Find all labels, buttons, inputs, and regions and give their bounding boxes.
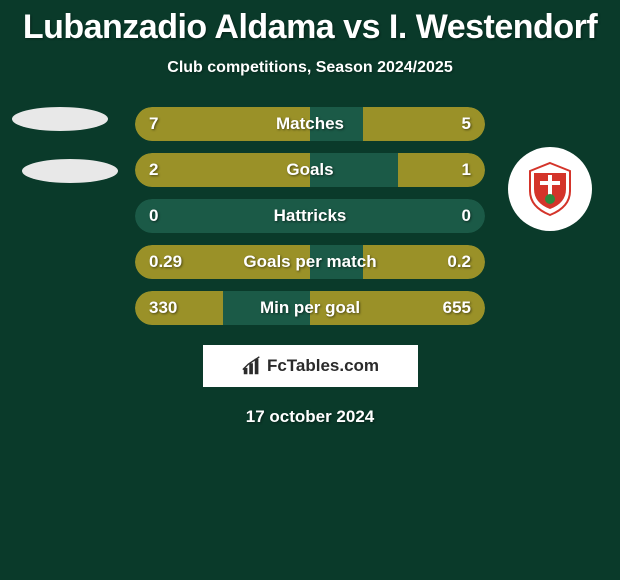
stat-value-right: 655 (443, 298, 471, 318)
stat-row: 0.29Goals per match0.2 (135, 245, 485, 279)
stat-value-right: 0.2 (447, 252, 471, 272)
fctables-logo: FcTables.com (203, 345, 418, 387)
stat-row: 330Min per goal655 (135, 291, 485, 325)
page-subtitle: Club competitions, Season 2024/2025 (0, 59, 620, 77)
stat-label: Matches (135, 114, 485, 134)
date-label: 17 october 2024 (135, 407, 485, 427)
stat-label: Goals per match (135, 252, 485, 272)
stat-label: Hattricks (135, 206, 485, 226)
comparison-chart: 7Matches5 2Goals1 0Hattricks0 0.29Goals per… (0, 107, 620, 427)
page-title: Lubanzadio Aldama vs I. Westendorf (0, 8, 620, 47)
stat-label: Min per goal (135, 298, 485, 318)
stat-row: 0Hattricks0 (135, 199, 485, 233)
stat-value-right: 0 (462, 206, 471, 226)
chart-icon (241, 355, 263, 377)
stat-label: Goals (135, 160, 485, 180)
stat-value-right: 5 (462, 114, 471, 134)
balzan-fc-logo-icon (520, 159, 580, 219)
player-left-badge-2 (22, 159, 118, 183)
fctables-logo-text: FcTables.com (267, 356, 379, 376)
stat-value-right: 1 (462, 160, 471, 180)
player-right-badge (508, 147, 592, 231)
stat-row: 2Goals1 (135, 153, 485, 187)
stat-row: 7Matches5 (135, 107, 485, 141)
player-left-badge-1 (12, 107, 108, 131)
